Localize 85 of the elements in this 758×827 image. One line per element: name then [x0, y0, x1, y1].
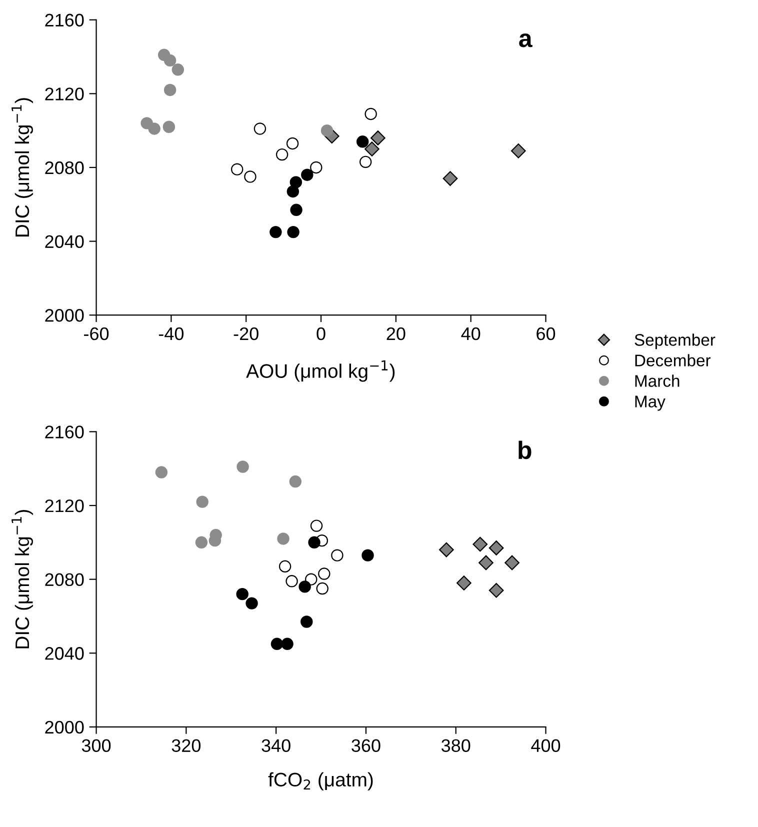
x-axis-title: fCO$_{2}$ (μatm) — [268, 772, 373, 790]
point — [286, 185, 300, 198]
point — [164, 84, 176, 96]
point — [236, 588, 248, 600]
point — [442, 171, 458, 186]
point — [276, 148, 288, 161]
x-tick-label: 40 — [461, 327, 480, 340]
legend-label: March — [635, 374, 680, 387]
point — [504, 555, 520, 570]
point — [195, 536, 208, 549]
y-tick-label: 2080 — [45, 573, 84, 586]
y-tick-label: 2040 — [45, 647, 84, 660]
annotation: a — [519, 34, 532, 48]
x-tick-label: -20 — [234, 327, 258, 340]
point — [289, 475, 302, 488]
x-tick-label: 60 — [536, 327, 556, 340]
point — [277, 532, 290, 545]
x-tick-label: 0 — [316, 327, 326, 340]
point — [308, 536, 320, 549]
point — [456, 576, 472, 590]
point — [318, 568, 330, 580]
point — [148, 122, 160, 135]
y-axis-title: DIC (μmol kg$^{−1}$) — [12, 510, 34, 648]
y-tick-label: 2160 — [45, 14, 84, 27]
y-tick-label: 2160 — [45, 426, 84, 438]
y-tick-label: 2080 — [45, 161, 84, 174]
point — [278, 560, 292, 573]
point — [478, 555, 494, 570]
y-tick-label: 2040 — [45, 235, 84, 248]
point — [244, 170, 256, 183]
point — [290, 204, 302, 216]
point — [270, 226, 282, 238]
x-tick-label: 400 — [531, 739, 560, 752]
legend-label: December — [635, 354, 711, 366]
point — [290, 176, 302, 188]
point — [316, 582, 328, 595]
point — [172, 64, 184, 76]
x-axis-title: AOU (μmol kg$^{−1}$) — [246, 360, 395, 382]
point — [472, 536, 488, 552]
x-tick-label: 380 — [441, 739, 470, 752]
point — [356, 136, 369, 148]
y-axis-title: DIC (μmol kg$^{−1}$) — [12, 98, 34, 236]
point — [162, 120, 176, 133]
point — [286, 137, 299, 150]
point — [300, 616, 313, 628]
x-tick-label: 320 — [172, 739, 201, 752]
point — [310, 520, 323, 532]
point — [488, 540, 504, 556]
point — [164, 54, 176, 67]
x-tick-label: 300 — [82, 739, 111, 752]
point — [364, 142, 380, 156]
point — [301, 168, 314, 181]
point — [196, 496, 208, 508]
point — [236, 460, 249, 473]
point — [298, 580, 311, 593]
point — [270, 638, 284, 650]
point — [362, 549, 374, 562]
point — [286, 575, 298, 588]
y-tick-label: 2000 — [45, 720, 84, 734]
point — [254, 122, 266, 135]
point — [510, 143, 526, 158]
y-tick-label: 2000 — [45, 309, 84, 322]
legend-label: September — [634, 334, 716, 350]
point — [370, 130, 386, 146]
point — [359, 156, 372, 168]
annotation: b — [518, 440, 532, 460]
y-tick-label: 2120 — [45, 88, 84, 100]
y-tick-label: 2120 — [45, 499, 84, 512]
point — [281, 638, 294, 650]
x-tick-label: -40 — [158, 327, 184, 340]
point — [364, 108, 377, 120]
x-tick-label: 20 — [386, 327, 406, 340]
point — [438, 542, 454, 558]
x-tick-label: -60 — [84, 327, 109, 340]
point — [331, 549, 344, 562]
point — [230, 163, 244, 176]
point — [310, 161, 322, 174]
point — [155, 466, 168, 478]
point — [488, 582, 504, 598]
point — [320, 124, 334, 137]
x-tick-label: 360 — [352, 739, 380, 752]
point — [246, 597, 258, 610]
point — [287, 226, 300, 238]
x-tick-label: 340 — [262, 739, 290, 752]
legend-label: May — [635, 396, 666, 411]
